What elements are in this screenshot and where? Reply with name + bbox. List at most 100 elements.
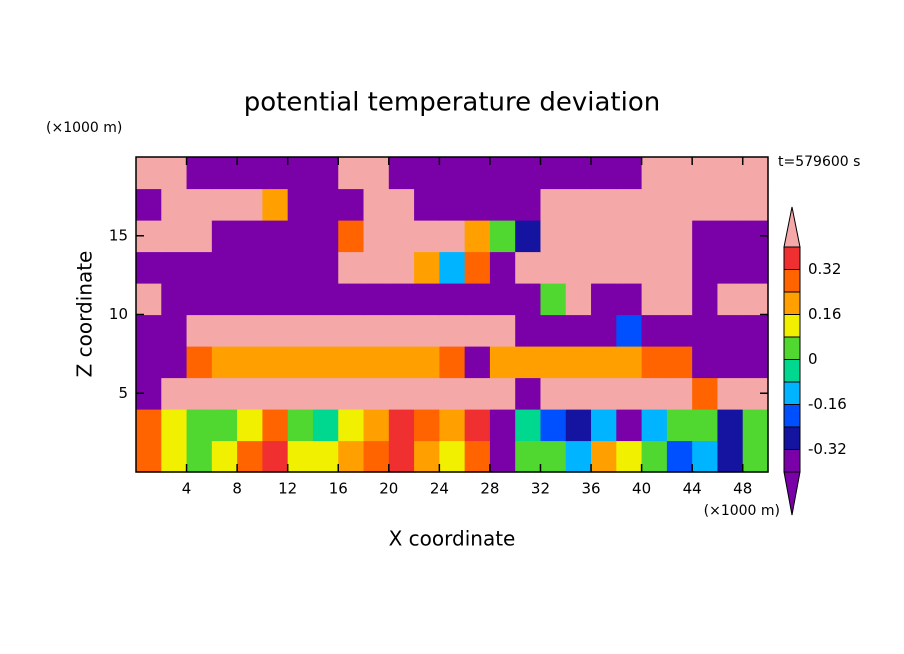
contour-cell: [591, 188, 617, 221]
contour-cell: [262, 251, 289, 284]
contour-cell: [237, 440, 263, 473]
x-tick-label: 12: [278, 480, 297, 498]
contour-cell: [363, 283, 390, 316]
contour-cell: [186, 283, 213, 316]
contour-cell: [237, 251, 263, 284]
contour-cell: [388, 188, 415, 221]
contour-cell: [616, 220, 643, 253]
contour-cell: [287, 346, 314, 379]
contour-cell: [692, 314, 719, 347]
colorbar-box: [783, 269, 801, 293]
y-tick-label: 5: [118, 384, 128, 402]
x-tick-label: 36: [581, 480, 600, 498]
contour-cell: [591, 440, 617, 473]
contour-cell: [262, 157, 289, 190]
contour-cell: [742, 157, 769, 190]
contour-cell: [540, 220, 567, 253]
contour-cell: [641, 440, 668, 473]
contour-cell: [692, 251, 719, 284]
contour-cell: [591, 220, 617, 253]
contour-cell: [565, 251, 592, 284]
contour-cell: [161, 440, 188, 473]
contour-cell: [287, 157, 314, 190]
contour-cell: [717, 220, 744, 253]
contour-cell: [338, 251, 365, 284]
contour-cell: [515, 377, 542, 410]
contour-cell: [287, 283, 314, 316]
contour-cell: [136, 188, 162, 221]
contour-cell: [489, 157, 516, 190]
y-tick-label: 15: [109, 226, 128, 244]
contour-cell: [742, 251, 769, 284]
contour-cell: [616, 314, 643, 347]
x-tick-label: 40: [632, 480, 651, 498]
contour-cell: [692, 283, 719, 316]
contour-cell: [717, 314, 744, 347]
contour-cell: [616, 157, 643, 190]
contour-cell: [161, 220, 188, 253]
contour-cell: [363, 377, 390, 410]
contour-cell: [262, 220, 289, 253]
contour-cell: [666, 283, 693, 316]
contour-cell: [540, 377, 567, 410]
contour-cell: [692, 440, 719, 473]
contour-field: [136, 157, 769, 473]
contour-cell: [540, 283, 567, 316]
contour-cell: [540, 157, 567, 190]
x-tick-label: 16: [329, 480, 348, 498]
contour-cell: [136, 157, 162, 190]
colorbar-end-low: [783, 471, 801, 516]
contour-cell: [388, 283, 415, 316]
contour-cell: [717, 283, 744, 316]
contour-cell: [439, 157, 466, 190]
contour-cell: [565, 314, 592, 347]
contour-cell: [666, 409, 693, 442]
contour-cell: [717, 409, 744, 442]
contour-cell: [136, 440, 162, 473]
colorbar-tick-label: -0.32: [808, 440, 847, 458]
colorbar-box: [783, 314, 801, 338]
contour-cell: [161, 409, 188, 442]
time-annotation: t=579600 s: [778, 154, 860, 170]
contour-cell: [312, 314, 339, 347]
contour-cell: [692, 188, 719, 221]
contour-cell: [565, 157, 592, 190]
contour-cell: [363, 220, 390, 253]
contour-cell: [591, 251, 617, 284]
contour-cell: [464, 188, 491, 221]
contour-cell: [338, 440, 365, 473]
contour-cell: [641, 188, 668, 221]
contour-cell: [262, 377, 289, 410]
contour-cell: [641, 283, 668, 316]
contour-cell: [692, 346, 719, 379]
contour-cell: [515, 157, 542, 190]
contour-cell: [388, 314, 415, 347]
contour-cell: [287, 188, 314, 221]
contour-cell: [414, 283, 440, 316]
colorbar-tick-label: 0.32: [808, 260, 841, 278]
contour-cell: [136, 314, 162, 347]
contour-cell: [287, 220, 314, 253]
contour-cell: [388, 251, 415, 284]
contour-cell: [161, 314, 188, 347]
contour-cell: [464, 251, 491, 284]
contour-cell: [666, 377, 693, 410]
x-tick-label: 44: [683, 480, 702, 498]
colorbar-tick-label: -0.16: [808, 395, 847, 413]
contour-cell: [641, 346, 668, 379]
contour-cell: [515, 220, 542, 253]
contour-cell: [312, 251, 339, 284]
contour-cell: [211, 251, 238, 284]
contour-cell: [363, 314, 390, 347]
contour-cell: [540, 314, 567, 347]
contour-cell: [591, 283, 617, 316]
contour-cell: [363, 188, 390, 221]
contour-cell: [414, 377, 440, 410]
contour-cell: [388, 346, 415, 379]
colorbar-box: [783, 449, 801, 473]
x-tick-label: 4: [182, 480, 192, 498]
contour-cell: [616, 440, 643, 473]
contour-cell: [186, 157, 213, 190]
contour-cell: [237, 188, 263, 221]
contour-cell: [186, 188, 213, 221]
